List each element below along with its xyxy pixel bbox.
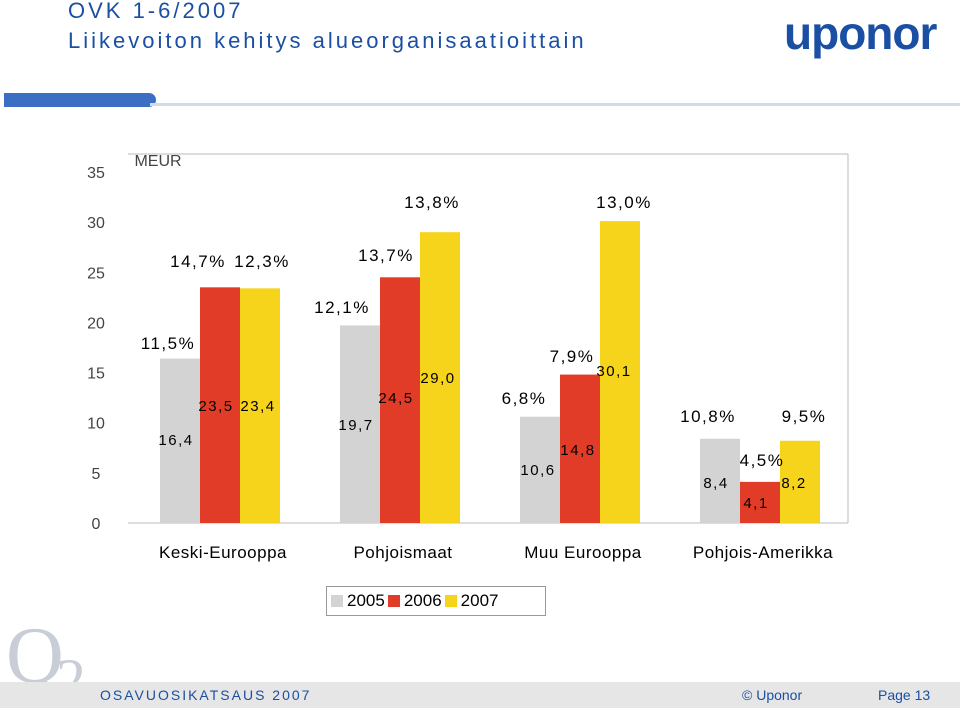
y-tick-label: 15 xyxy=(87,366,105,383)
uponor-logo: uponor xyxy=(784,7,937,59)
y-tick-label: 25 xyxy=(87,265,105,282)
legend-item-2005: 2005 xyxy=(331,591,385,611)
footer-report-title: OSAVUOSIKATSAUS 2007 xyxy=(100,687,312,703)
legend-swatch xyxy=(387,595,400,607)
x-tick-label: Pohjois-Amerikka xyxy=(693,543,833,562)
y-tick-label: 5 xyxy=(92,466,101,483)
value-label-2005: 8,4 xyxy=(703,475,728,492)
value-label-2006: 4,1 xyxy=(743,495,768,512)
legend-swatch xyxy=(444,595,457,607)
y-tick-label: 10 xyxy=(87,416,105,433)
bar-2006 xyxy=(380,277,420,523)
value-label-2005: 10,6 xyxy=(520,462,555,479)
y-tick-label: 20 xyxy=(87,315,105,332)
bar-2005 xyxy=(520,416,560,523)
bar-2006 xyxy=(560,374,600,523)
bar-2005 xyxy=(160,358,200,523)
margin-label-2007: 13,8% xyxy=(404,193,460,212)
page-title: OVK 1-6/2007 xyxy=(68,0,244,23)
bar-2005 xyxy=(340,325,380,523)
value-label-2006: 24,5 xyxy=(378,390,413,407)
x-tick-label: Keski-Eurooppa xyxy=(159,543,287,562)
legend-label: 2005 xyxy=(347,591,385,610)
legend-label: 2006 xyxy=(403,591,442,610)
margin-label-2007: 12,3% xyxy=(234,252,290,271)
bar-2005 xyxy=(700,438,740,523)
bar-2007 xyxy=(780,440,820,523)
y-tick-label: 30 xyxy=(87,215,105,232)
title-underline-bar xyxy=(4,93,156,107)
chart-legend: 2005 2006 2007 xyxy=(326,586,546,616)
value-label-2007: 8,2 xyxy=(781,475,806,492)
bar-2007 xyxy=(600,221,640,523)
value-label-2007: 29,0 xyxy=(420,370,455,387)
margin-label-2006: 13,7% xyxy=(358,246,414,265)
footer-copyright: © Uponor xyxy=(742,687,803,703)
margin-label-2005: 10,8% xyxy=(680,407,736,426)
value-label-2006: 23,5 xyxy=(198,398,233,415)
page-subtitle: Liikevoiton kehitys alueorganisaatioitta… xyxy=(68,28,587,53)
footer-bar xyxy=(0,682,960,708)
value-label-2007: 23,4 xyxy=(240,398,275,415)
value-label-2006: 14,8 xyxy=(560,442,595,459)
margin-label-2007: 9,5% xyxy=(782,407,827,426)
title-underline-line xyxy=(150,103,960,106)
x-tick-label: Muu Eurooppa xyxy=(524,543,642,562)
margin-label-2005: 6,8% xyxy=(502,389,547,408)
value-label-2005: 16,4 xyxy=(158,432,193,449)
bar-2006 xyxy=(200,287,240,523)
legend-item-2007: 2007 xyxy=(444,591,499,611)
bar-2006 xyxy=(740,481,780,523)
y-tick-label: 0 xyxy=(92,516,101,533)
legend-swatch xyxy=(331,595,343,607)
margin-label-2007: 13,0% xyxy=(596,193,652,212)
bar-2007 xyxy=(240,288,280,523)
value-label-2005: 19,7 xyxy=(338,417,373,434)
legend-label: 2007 xyxy=(460,591,499,610)
value-label-2007: 30,1 xyxy=(596,363,631,380)
y-axis-label: MEUR xyxy=(134,153,181,170)
margin-label-2006: 7,9% xyxy=(550,347,595,366)
margin-label-2005: 12,1% xyxy=(314,298,370,317)
margin-label-2006: 14,7% xyxy=(170,252,226,271)
footer-page-number: Page 13 xyxy=(878,687,931,703)
margin-label-2005: 11,5% xyxy=(141,334,195,353)
y-tick-label: 35 xyxy=(87,165,105,182)
bar-2007 xyxy=(420,232,460,523)
margin-label-2006: 4,5% xyxy=(740,451,785,470)
x-tick-label: Pohjoismaat xyxy=(353,543,452,562)
legend-item-2006: 2006 xyxy=(387,591,442,611)
